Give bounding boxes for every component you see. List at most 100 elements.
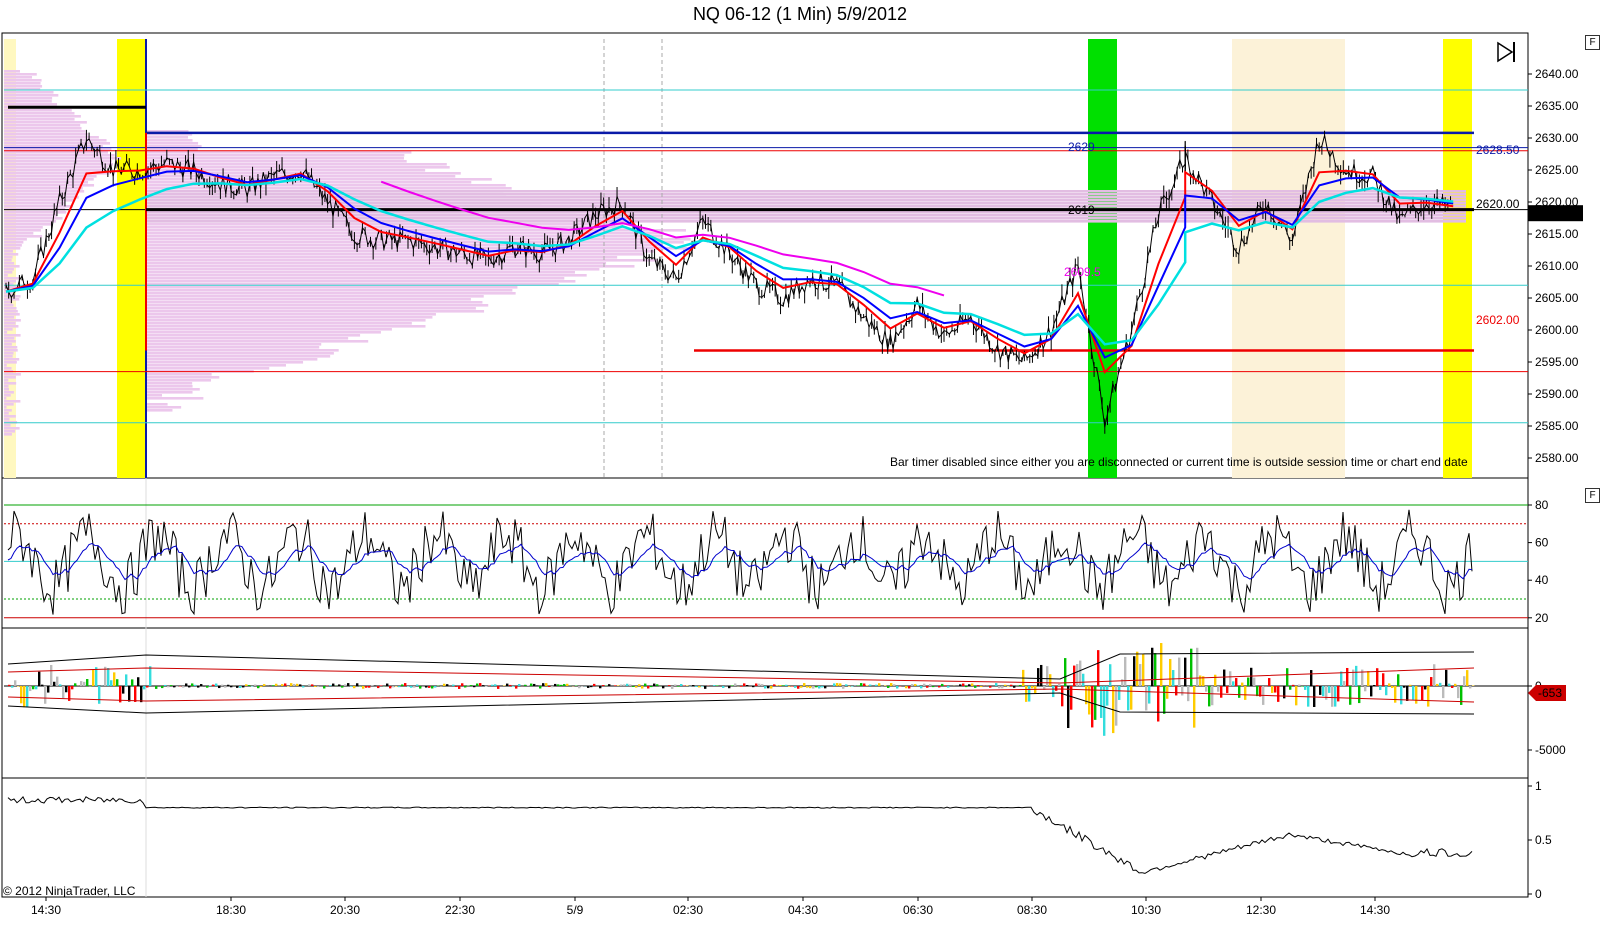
delta-bar [458,686,461,689]
delta-bar [704,686,707,689]
delta-bar [1442,686,1445,699]
delta-bar [803,683,806,686]
ratio-tick-label: 0.5 [1535,833,1552,847]
volume-profile-bar-left [4,361,17,364]
delta-bar [1178,657,1181,686]
delta-bar [221,684,224,686]
delta-bar [1079,660,1082,686]
delta-bar [1160,643,1163,686]
delta-bar [920,686,923,689]
volume-profile-bar-left [4,379,9,382]
delta-bar [1244,686,1247,700]
volume-profile-bar-left [4,211,67,214]
delta-bar [50,664,53,686]
delta-bar [581,686,584,687]
volume-profile-bar-left [4,265,20,268]
y-tick-label: 2635.00 [1535,99,1579,113]
volume-profile-bar [146,280,576,283]
volume-profile-bar-left [4,70,20,73]
volume-profile-bar-poc [146,190,1466,193]
session-shade-yellow-2 [1443,39,1472,478]
delta-bar [350,686,353,687]
delta-bar [1304,686,1307,690]
delta-bar [716,685,719,686]
volume-profile-bar-poc [146,202,1466,205]
delta-bar [1193,686,1196,728]
delta-bar [332,683,335,686]
y-tick-label: 2605.00 [1535,291,1579,305]
volume-profile-bar [146,322,412,325]
delta-bar [545,683,548,686]
delta-bar [311,684,314,686]
delta-bar [59,684,62,686]
volume-profile-bar [146,355,331,358]
delta-bar [455,686,458,687]
delta-bar [761,684,764,686]
volume-profile-bar-left [4,250,13,253]
delta-bar [1121,679,1124,686]
delta-bar [629,684,632,686]
delta-bar [626,683,629,686]
delta-bar [887,686,890,688]
panel-format-button[interactable]: F [1585,35,1600,50]
delta-bar [827,686,830,687]
delta-bar [1109,664,1112,686]
delta-bar [1094,686,1097,720]
delta-bar [698,686,701,688]
delta-bar [1040,664,1043,686]
panel-format-button-2[interactable]: F [1585,488,1600,503]
delta-bar [1250,667,1253,686]
volume-profile-bar [146,271,575,274]
delta-bar [782,685,785,686]
delta-bar [638,684,641,686]
delta-bar [1172,670,1175,686]
delta-bar [293,683,296,686]
delta-bar [812,686,815,689]
x-tick-label: 5/9 [567,903,584,917]
delta-bar [1277,686,1280,702]
delta-bar [74,683,77,686]
delta-bar [524,684,527,686]
delta-bar [206,686,209,688]
volume-profile-bar-left [4,430,15,433]
delta-bar [917,685,920,686]
delta-bar [83,681,86,686]
volume-profile-bar-left [4,199,75,202]
delta-bar [1463,676,1466,686]
volume-profile-bar [146,385,193,388]
delta-bar [860,683,863,686]
volume-profile-bar-left [4,115,81,118]
delta-bar [446,684,449,686]
volume-profile-bar-left [4,103,58,106]
delta-bar [338,684,341,686]
delta-bar [566,683,569,686]
delta-bar [563,684,566,686]
delta-bar [764,686,767,689]
delta-bar [1049,674,1052,686]
y-tick-label: 2585.00 [1535,419,1579,433]
volume-profile-bar-left [4,190,85,193]
y-tick-label: 2590.00 [1535,387,1579,401]
delta-bar [551,686,554,688]
volume-profile-bar-left [4,226,43,229]
skip-to-end-icon [1497,41,1515,63]
chart-title: NQ 06-12 (1 Min) 5/9/2012 [692,4,908,24]
delta-bar [329,685,332,686]
delta-bar [863,683,866,686]
delta-bar [608,684,611,686]
delta-bar [428,686,431,688]
delta-bar [365,686,368,688]
volume-profile-bar [146,145,202,148]
delta-bar [1175,686,1178,696]
delta-bar [1436,683,1439,686]
delta-bar [1256,686,1259,697]
delta-bar [935,686,938,687]
volume-profile-bar-left [4,100,52,103]
delta-bar [1106,686,1109,706]
volume-profile-bar [146,298,471,301]
volume-profile-bar [146,142,199,145]
volume-profile-bar [146,349,339,352]
delta-bar [845,684,848,686]
y-tick-label: 2630.00 [1535,131,1579,145]
